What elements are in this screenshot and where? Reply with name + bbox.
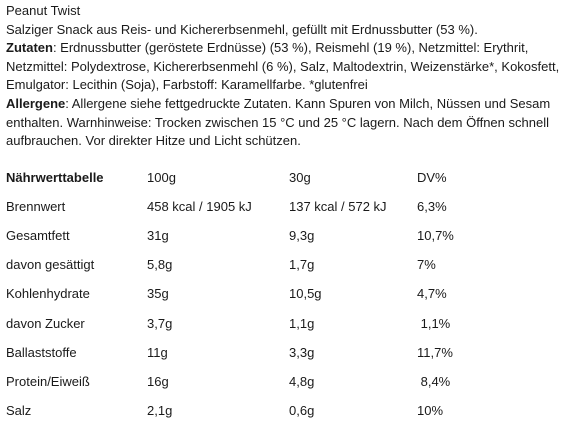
ingredients-label: Zutaten — [6, 40, 53, 56]
product-name: Peanut Twist — [6, 3, 81, 18]
nutrient-name: Gesamtfett — [6, 228, 70, 244]
nutrient-name: davon gesättigt — [6, 257, 95, 273]
ingredients-line-3: Emulgator: Lecithin (Soja), Farbstoff: K… — [6, 77, 368, 93]
nutrient-per-30g: 1,1g — [289, 315, 315, 331]
nutrient-per-30g: 1,7g — [289, 257, 315, 273]
nutrient-name: Protein/Eiweiß — [6, 373, 90, 389]
nutrition-table: Nährwerttabelle 100g 30g DV% Brennwert 4… — [6, 163, 577, 425]
nutrient-dv: 10,7% — [417, 228, 454, 244]
table-row: Protein/Eiweiß 16g 4,8g 8,4% — [6, 367, 577, 396]
ingredients-line-1: Zutaten: Erdnussbutter (geröstete Erdnüs… — [6, 39, 581, 58]
nutrient-per-100g: 458 kcal / 1905 kJ — [147, 199, 252, 215]
nutrient-dv: 1,1% — [417, 315, 451, 331]
nutrient-name: Kohlenhydrate — [6, 286, 90, 302]
table-row: Kohlenhydrate 35g 10,5g 4,7% — [6, 279, 577, 308]
nutrient-per-30g: 4,8g — [289, 373, 315, 389]
nutrient-per-100g: 5,8g — [147, 257, 173, 273]
ingredients-text-1: : Erdnussbutter (geröstete Erdnüsse) (53… — [52, 40, 529, 56]
nutrient-per-30g: 9,3g — [289, 228, 315, 244]
allergens-line-2: enthalten. Warnhinweise: Trocken zwische… — [6, 114, 549, 130]
nutrition-header-dv: DV% — [417, 170, 447, 186]
nutrient-per-30g: 10,5g — [289, 286, 322, 302]
table-row: davon gesättigt 5,8g 1,7g 7% — [6, 250, 577, 279]
table-row: davon Zucker 3,7g 1,1g 1,1% — [6, 308, 577, 337]
nutrient-name: Brennwert — [6, 199, 66, 215]
nutrient-dv: 11,7% — [417, 344, 453, 360]
product-info: Peanut Twist Salziger Snack aus Reis- un… — [6, 2, 581, 151]
nutrient-dv: 8,4% — [417, 373, 451, 389]
allergens-text-1: : Allergene siehe fettgedruckte Zutaten.… — [65, 95, 551, 111]
nutrient-dv: 10% — [417, 402, 444, 418]
table-row: Gesamtfett 31g 9,3g 10,7% — [6, 221, 577, 250]
nutrition-header-100g: 100g — [147, 170, 176, 186]
product-description: Salziger Snack aus Reis- und Kichererbse… — [6, 21, 478, 37]
nutrient-per-100g: 2,1g — [147, 402, 173, 418]
nutrient-dv: 7% — [417, 257, 436, 273]
allergens-label: Allergene — [6, 95, 66, 111]
nutrient-per-30g: 3,3g — [289, 344, 315, 360]
nutrient-per-100g: 31g — [147, 228, 169, 244]
nutrient-per-100g: 35g — [147, 286, 169, 302]
table-row: Ballaststoffe 11g 3,3g 11,7% — [6, 338, 577, 367]
allergens-line-3: aufbrauchen. Vor direkter Hitze und Lich… — [6, 133, 301, 149]
nutrient-per-100g: 11g — [147, 344, 168, 360]
nutrient-per-30g: 137 kcal / 572 kJ — [289, 199, 387, 215]
nutrient-dv: 4,7% — [417, 286, 447, 302]
nutrient-per-30g: 0,6g — [289, 402, 315, 418]
nutrient-name: Ballaststoffe — [6, 344, 77, 360]
ingredients-line-2: Netzmittel: Polydextrose, Kichererbsenme… — [6, 58, 560, 74]
nutrient-per-100g: 3,7g — [147, 315, 173, 331]
allergens-line-1: Allergene: Allergene siehe fettgedruckte… — [6, 95, 581, 114]
nutrient-per-100g: 16g — [147, 373, 169, 389]
table-row: Salz 2,1g 0,6g 10% — [6, 396, 577, 425]
nutrition-header-row: Nährwerttabelle 100g 30g DV% — [6, 163, 577, 192]
table-row: Brennwert 458 kcal / 1905 kJ 137 kcal / … — [6, 192, 577, 221]
nutrient-name: davon Zucker — [6, 315, 85, 331]
nutrient-name: Salz — [6, 402, 32, 418]
nutrient-dv: 6,3% — [417, 199, 447, 215]
nutrition-header-label: Nährwerttabelle — [6, 170, 104, 186]
nutrition-header-30g: 30g — [289, 170, 311, 186]
